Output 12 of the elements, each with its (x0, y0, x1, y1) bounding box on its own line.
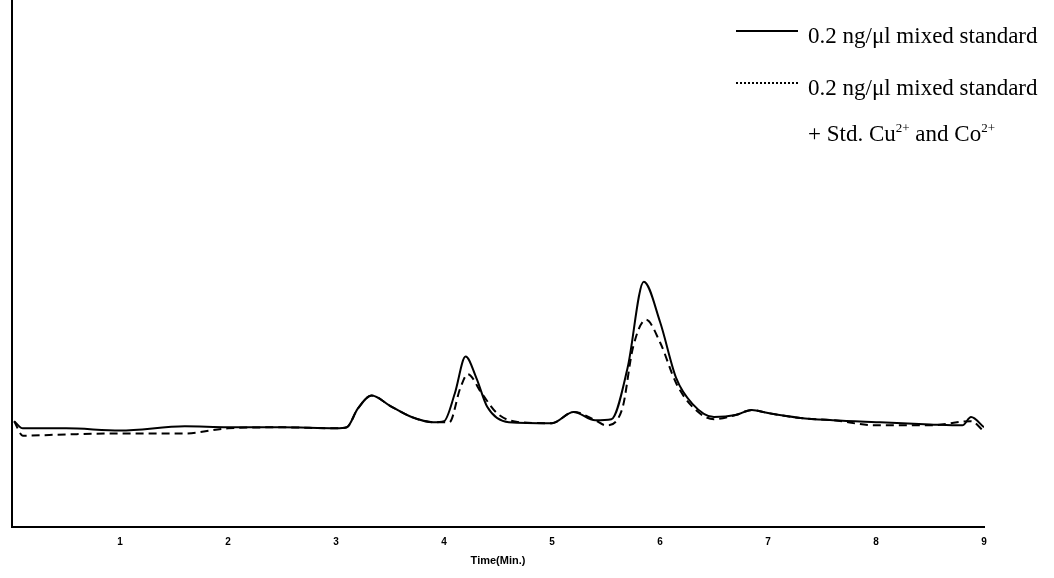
x-tick-label: 4 (441, 535, 448, 547)
legend-label: 0.2 ng/μl mixed standard + Std. Cu$^{2+}$ and Co$^{2+}$ (808, 74, 1039, 148)
x-tick-label: 2 (225, 535, 232, 547)
x-tick-label: 7 (765, 535, 772, 547)
x-tick-label: 8 (873, 535, 880, 547)
x-tick-label: 9 (981, 535, 988, 547)
x-tick-label: 6 (657, 535, 664, 547)
x-tick-label: 1 (117, 535, 124, 547)
x-tick-label: 3 (333, 535, 340, 547)
x-axis-title: Time(Min.) (470, 554, 526, 567)
legend-label: 0.2 ng/μl mixed standard (808, 22, 1039, 50)
x-tick-label: 5 (549, 535, 556, 547)
